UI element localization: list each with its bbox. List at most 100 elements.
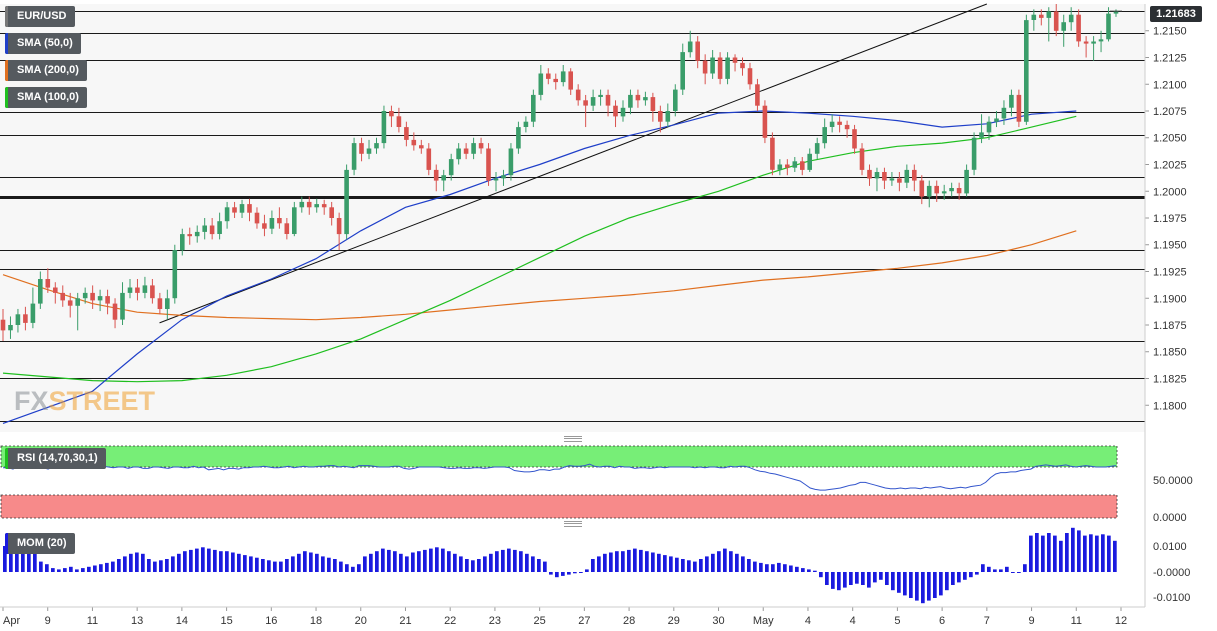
mom-bar xyxy=(909,572,913,598)
candle-down xyxy=(553,78,558,83)
mom-bar xyxy=(633,548,637,572)
mom-bar xyxy=(1023,564,1027,572)
pane-splitter-rsi[interactable] xyxy=(564,436,582,442)
trendline-group xyxy=(159,3,988,324)
candle-up xyxy=(299,201,305,208)
mom-bar xyxy=(753,561,757,572)
pane-splitter-mom[interactable] xyxy=(564,521,582,527)
candle-up xyxy=(979,132,984,138)
time-tick-label: 14 xyxy=(176,615,188,627)
mom-bar xyxy=(987,566,991,572)
rsi-tag[interactable]: RSI (14,70,30,1) xyxy=(5,448,106,469)
price-tick-label: 1.2025 xyxy=(1153,160,1187,172)
mom-bar xyxy=(993,569,997,572)
time-tick-label: 4 xyxy=(805,615,811,627)
candle-down xyxy=(583,100,588,106)
candle-down xyxy=(1039,14,1044,18)
time-tick-label: 6 xyxy=(939,615,945,627)
sma50-line xyxy=(2,110,1077,424)
candle-down xyxy=(67,300,73,306)
sma200-tag[interactable]: SMA (200,0) xyxy=(5,60,87,81)
mom-bar xyxy=(609,552,613,572)
mom-bar xyxy=(315,553,319,572)
candle-up xyxy=(964,169,969,194)
mom-bar xyxy=(1035,533,1039,572)
candle-down xyxy=(770,137,775,170)
mom-bar xyxy=(471,560,475,572)
candle-up xyxy=(448,159,454,176)
mom-bar xyxy=(81,568,85,572)
rsi-overbought-zone xyxy=(0,445,1118,468)
candle-down xyxy=(546,73,551,79)
candle-down xyxy=(897,178,902,183)
time-axis: Apr 9 11 13 14 15 16 18 20 21 22 23 25 27 28 29 30 May 4 4 5… xyxy=(2,607,1127,627)
candle-down xyxy=(187,234,192,237)
mom-bar xyxy=(957,572,961,583)
mom-bar xyxy=(729,551,733,572)
mom-bar xyxy=(579,572,583,573)
candle-up xyxy=(471,143,476,154)
rsi-tick-label: 0.0000 xyxy=(1153,512,1187,524)
mom-bar xyxy=(1107,535,1111,572)
mom-bar xyxy=(837,572,841,591)
mom-bar xyxy=(429,548,433,572)
mom-bar xyxy=(717,551,721,572)
rsi-tick-label: 50.0000 xyxy=(1153,475,1193,487)
candle-up xyxy=(1113,11,1119,14)
mom-bar xyxy=(39,561,43,572)
mom-bar xyxy=(243,555,247,572)
sma100-label: SMA (100,0) xyxy=(17,91,79,103)
mom-bar xyxy=(705,556,709,572)
mom-bar xyxy=(165,559,169,572)
candle-up xyxy=(314,204,319,208)
rsi-color-bar xyxy=(5,448,8,469)
mom-bar xyxy=(1059,540,1063,572)
candle-up xyxy=(374,143,379,149)
candle-up xyxy=(620,107,626,117)
candle-down xyxy=(389,111,394,117)
candle-up xyxy=(1068,14,1074,23)
candle-down xyxy=(844,124,850,130)
sma200-color-bar xyxy=(5,60,8,81)
candle-up xyxy=(680,52,685,90)
mom-bar xyxy=(69,566,73,572)
mom-bar xyxy=(999,569,1003,572)
mom-bar xyxy=(309,552,313,572)
mom-bar xyxy=(495,551,499,572)
mom-bar xyxy=(273,561,277,572)
candle-down xyxy=(262,223,267,229)
mom-bar xyxy=(267,560,271,572)
mom-bar xyxy=(969,572,973,578)
price-pane[interactable] xyxy=(0,4,1145,432)
mom-bar xyxy=(531,556,535,572)
mom-bar xyxy=(483,556,487,572)
mom-bar xyxy=(399,553,403,572)
mom-bar xyxy=(945,572,949,591)
mom-label: MOM (20) xyxy=(17,537,67,549)
time-tick-label: 28 xyxy=(623,615,635,627)
mom-bar xyxy=(141,553,145,572)
sma100-tag[interactable]: SMA (100,0) xyxy=(5,87,87,108)
candle-up xyxy=(1046,11,1052,18)
mom-bar xyxy=(219,551,223,572)
mom-bar xyxy=(201,547,205,572)
watermark-street: STREET xyxy=(48,386,156,416)
mom-bar xyxy=(321,556,325,572)
mom-tag[interactable]: MOM (20) xyxy=(5,533,75,554)
candle-up xyxy=(127,287,133,293)
instrument-tag[interactable]: EUR/USD xyxy=(5,6,75,27)
candle-up xyxy=(643,97,648,101)
mom-bar xyxy=(963,572,967,580)
sma50-tag[interactable]: SMA (50,0) xyxy=(5,33,81,54)
candle-up xyxy=(381,111,387,144)
candle-down xyxy=(150,285,155,299)
candle-up xyxy=(792,161,798,168)
time-tick-label: 25 xyxy=(534,615,546,627)
mom-bar xyxy=(897,572,901,593)
mom-bar xyxy=(1089,534,1093,572)
mom-bar xyxy=(657,553,661,572)
candle-down xyxy=(613,105,618,117)
mom-bar xyxy=(507,548,511,572)
mom-bar xyxy=(279,561,283,572)
